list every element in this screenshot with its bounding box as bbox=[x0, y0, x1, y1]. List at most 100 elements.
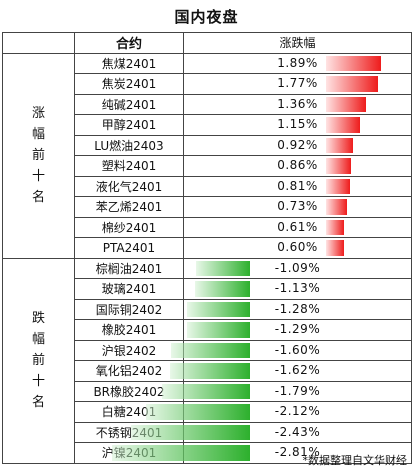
negative-change-bar bbox=[195, 281, 250, 297]
table-row: 苯乙烯2401 0.73% bbox=[3, 196, 412, 218]
change-value: -2.81% bbox=[274, 445, 321, 459]
negative-change-bar bbox=[170, 363, 250, 379]
contract-name: 沪银2402 bbox=[74, 339, 184, 361]
table-row: 不锈钢2401 -2.43% bbox=[3, 421, 412, 443]
contract-name: PTA2401 bbox=[74, 237, 184, 259]
contract-name: 玻璃2401 bbox=[74, 278, 184, 300]
positive-change-bar bbox=[326, 158, 351, 174]
contract-name: 国际铜2402 bbox=[74, 298, 184, 320]
change-value: -1.28% bbox=[274, 301, 321, 316]
group-label-text: 涨幅前十名 bbox=[31, 106, 45, 205]
group-header-cell bbox=[2, 32, 75, 54]
positive-change-bar bbox=[326, 178, 350, 194]
change-cell: 1.89% bbox=[183, 52, 412, 74]
contract-name: 氧化铝2402 bbox=[74, 360, 184, 382]
contract-name: 塑料2401 bbox=[74, 155, 184, 177]
table-row: 涨幅前十名 焦煤2401 1.89% bbox=[2, 52, 412, 259]
change-value: -2.43% bbox=[274, 424, 321, 439]
table-row: 沪镍2401-2.81% bbox=[3, 442, 412, 464]
page-title: 国内夜盘 bbox=[174, 8, 239, 26]
contract-name: LU燃油2403 bbox=[74, 134, 184, 156]
negative-change-bar bbox=[187, 322, 250, 338]
change-cell: -1.13% bbox=[183, 278, 412, 300]
change-cell: -2.81% bbox=[112, 442, 412, 464]
table-row: 橡胶2401 -1.29% bbox=[3, 319, 412, 341]
negative-change-bar bbox=[162, 383, 250, 399]
change-value: 1.15% bbox=[277, 117, 318, 131]
table-row: 跌幅前十名 棕榈油2401 -1.09% bbox=[2, 257, 412, 464]
positive-change-bar bbox=[326, 199, 347, 215]
change-value: 0.60% bbox=[277, 240, 318, 254]
contract-name: 焦炭2401 bbox=[74, 73, 184, 95]
change-cell: 0.73% bbox=[183, 196, 412, 218]
change-value: 0.61% bbox=[277, 219, 318, 234]
change-cell: -1.29% bbox=[183, 319, 412, 341]
negative-change-bar bbox=[171, 342, 250, 358]
positive-change-bar bbox=[326, 219, 344, 235]
change-cell: 0.86% bbox=[183, 155, 412, 177]
change-value: 1.36% bbox=[277, 96, 318, 111]
positive-change-bar bbox=[326, 240, 344, 256]
negative-change-bar bbox=[131, 424, 250, 440]
night-session-table: 合约 涨跌幅 涨幅前十名 焦煤2401 1.89% 焦炭2401 1.77% 纯碱2401… bbox=[2, 32, 412, 464]
table-row: PTA2401 0.60% bbox=[3, 237, 412, 259]
change-cell: 1.36% bbox=[183, 93, 412, 115]
change-column-header: 涨跌幅 bbox=[183, 32, 412, 54]
change-cell: 1.15% bbox=[183, 114, 412, 136]
change-value: 1.77% bbox=[277, 76, 318, 90]
change-cell: 0.61% bbox=[183, 216, 412, 238]
positive-change-bar bbox=[326, 117, 360, 133]
contract-column-header: 合约 bbox=[74, 32, 184, 54]
change-value: 0.86% bbox=[277, 158, 318, 172]
contract-name: 纯碱2401 bbox=[74, 93, 184, 115]
change-cell: -1.79% bbox=[162, 380, 412, 402]
change-value: -1.09% bbox=[274, 260, 321, 275]
contract-name: 焦煤2401 bbox=[74, 52, 184, 74]
contract-name: 橡胶2401 bbox=[74, 319, 184, 341]
top-gainers-group-label: 涨幅前十名 bbox=[2, 52, 75, 259]
contract-name: 液化气2401 bbox=[74, 175, 184, 197]
change-value: -1.62% bbox=[274, 363, 321, 377]
positive-change-bar bbox=[326, 137, 353, 153]
change-value: 1.89% bbox=[277, 55, 318, 70]
table-row: 国际铜2402 -1.28% bbox=[3, 298, 412, 320]
top-losers-group-label: 跌幅前十名 bbox=[2, 257, 75, 464]
change-cell: 0.81% bbox=[183, 175, 412, 197]
change-cell: 0.92% bbox=[183, 134, 412, 156]
table-body: 涨幅前十名 焦煤2401 1.89% 焦炭2401 1.77% 纯碱2401 1.36% 甲醇… bbox=[2, 52, 412, 464]
negative-change-bar bbox=[112, 445, 250, 461]
change-value: 0.92% bbox=[277, 137, 318, 152]
change-cell: -1.28% bbox=[183, 298, 412, 320]
table-row: 塑料2401 0.86% bbox=[3, 155, 412, 177]
table-row: 液化气2401 0.81% bbox=[3, 175, 412, 197]
source-note: *数据整理自文华财经 bbox=[302, 454, 408, 467]
negative-change-bar bbox=[196, 260, 250, 276]
table-row: 焦炭2401 1.77% bbox=[3, 73, 412, 95]
change-cell: -1.60% bbox=[171, 339, 412, 361]
table-header-row: 合约 涨跌幅 bbox=[2, 32, 412, 54]
change-value: -1.60% bbox=[274, 342, 321, 357]
change-cell: -2.12% bbox=[146, 401, 412, 423]
change-cell: 0.60% bbox=[183, 237, 412, 259]
positive-change-bar bbox=[326, 55, 381, 71]
negative-change-bar bbox=[146, 404, 250, 420]
positive-change-bar bbox=[326, 96, 366, 112]
contract-name: 棕榈油2401 bbox=[74, 257, 184, 279]
contract-name: 棉纱2401 bbox=[74, 216, 184, 238]
negative-change-bar bbox=[187, 301, 250, 317]
change-value: -1.29% bbox=[274, 322, 321, 336]
table-row: LU燃油2403 0.92% bbox=[3, 134, 412, 156]
change-cell: -2.43% bbox=[131, 421, 412, 443]
change-cell: -1.62% bbox=[170, 360, 412, 382]
contract-name: 甲醇2401 bbox=[74, 114, 184, 136]
positive-change-bar bbox=[326, 76, 378, 92]
change-cell: 1.77% bbox=[183, 73, 412, 95]
group-label-text: 跌幅前十名 bbox=[31, 311, 45, 410]
change-cell: -1.09% bbox=[183, 257, 412, 279]
change-value: -2.12% bbox=[274, 404, 321, 418]
table-row: BR橡胶2402 -1.79% bbox=[3, 380, 412, 402]
change-value: -1.79% bbox=[274, 383, 321, 398]
change-value: 0.73% bbox=[277, 199, 318, 213]
change-value: -1.13% bbox=[274, 281, 321, 295]
change-value: 0.81% bbox=[277, 178, 318, 193]
